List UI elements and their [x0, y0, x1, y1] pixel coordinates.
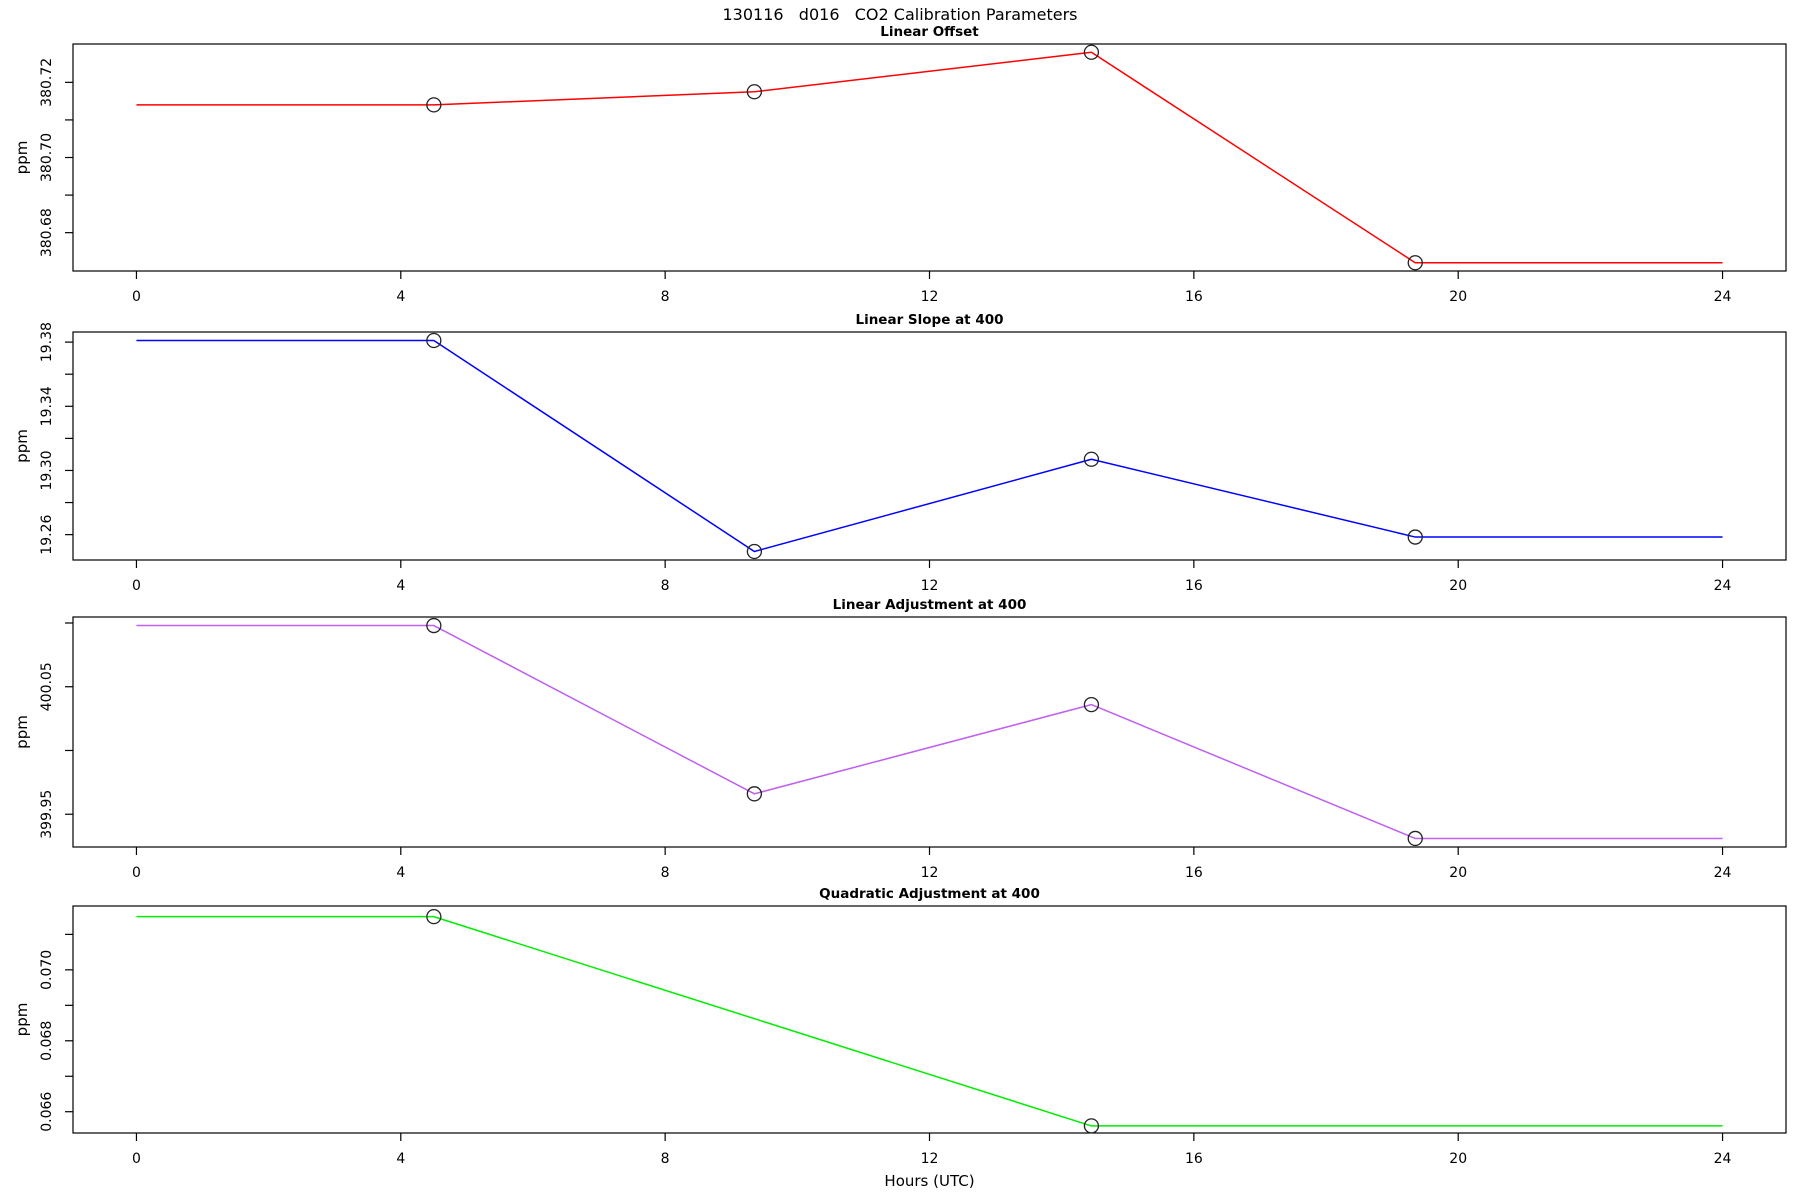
- data-point-marker: [1083, 1118, 1100, 1134]
- x-tick-label: 24: [1714, 578, 1732, 594]
- x-tick-label: 4: [396, 1151, 405, 1167]
- y-tick-label: 0.066: [39, 1092, 55, 1132]
- x-tick-label: 20: [1449, 578, 1467, 594]
- x-tick-label: 12: [921, 865, 939, 881]
- y-tick-label: 19.30: [39, 450, 55, 490]
- x-tick-label: 12: [921, 578, 939, 594]
- data-point-marker: [1083, 696, 1100, 713]
- x-tick-label: 0: [132, 865, 141, 881]
- y-tick-label: 380.70: [39, 133, 55, 182]
- y-axis-label: ppm: [13, 715, 31, 749]
- x-tick-label: 8: [661, 289, 670, 305]
- panel-title: Linear Offset: [880, 24, 979, 40]
- x-tick-label: 4: [396, 865, 405, 881]
- data-point-marker: [426, 908, 442, 925]
- plot-border: [72, 331, 1787, 561]
- x-tick-label: 0: [132, 1151, 141, 1167]
- y-tick-label: 399.95: [39, 790, 55, 839]
- x-axis-title: Hours (UTC): [884, 1172, 975, 1190]
- x-tick-label: 8: [661, 865, 670, 881]
- plot-border: [72, 905, 1787, 1134]
- series-line: [136, 915, 1723, 1127]
- data-point-marker: [1083, 44, 1100, 60]
- x-tick-label: 16: [1185, 865, 1203, 881]
- series-line: [136, 339, 1723, 553]
- panel-title: Linear Adjustment at 400: [833, 597, 1027, 613]
- x-tick-label: 24: [1714, 1151, 1732, 1167]
- y-tick-label: 380.68: [39, 208, 55, 257]
- x-tick-label: 24: [1714, 865, 1732, 881]
- y-axis-label: ppm: [13, 429, 31, 463]
- y-axis-label: ppm: [13, 141, 31, 175]
- x-tick-label: 12: [921, 1151, 939, 1167]
- x-tick-label: 12: [921, 289, 939, 305]
- y-tick-label: 0.070: [39, 950, 55, 990]
- data-point-marker: [426, 617, 442, 634]
- y-axis-label: ppm: [13, 1003, 31, 1037]
- y-tick-label: 0.068: [39, 1021, 55, 1061]
- y-tick-label: 400.05: [39, 662, 55, 711]
- y-tick-label: 19.38: [39, 322, 55, 362]
- series-line: [136, 624, 1723, 840]
- panel-title: Quadratic Adjustment at 400: [819, 886, 1040, 902]
- data-point-marker: [426, 332, 442, 349]
- y-tick-label: 19.34: [39, 386, 55, 426]
- series-line: [136, 51, 1723, 264]
- y-tick-label: 19.26: [39, 515, 55, 555]
- x-tick-label: 4: [396, 289, 405, 305]
- data-point-marker: [1407, 529, 1423, 545]
- data-point-marker: [1083, 451, 1100, 467]
- x-tick-label: 8: [661, 1151, 670, 1167]
- data-point-marker: [746, 84, 763, 100]
- plot-border: [72, 616, 1787, 848]
- data-point-marker: [426, 97, 442, 113]
- x-tick-label: 0: [132, 578, 141, 594]
- plot-border: [72, 43, 1787, 272]
- y-tick-label: 380.72: [39, 58, 55, 107]
- x-tick-label: 16: [1185, 578, 1203, 594]
- x-tick-label: 24: [1714, 289, 1732, 305]
- x-tick-label: 16: [1185, 289, 1203, 305]
- data-point-marker: [1407, 830, 1423, 847]
- data-point-marker: [746, 786, 763, 802]
- data-point-marker: [746, 543, 763, 560]
- x-tick-label: 0: [132, 289, 141, 305]
- x-tick-label: 4: [396, 578, 405, 594]
- x-tick-label: 8: [661, 578, 670, 594]
- x-tick-label: 16: [1185, 1151, 1203, 1167]
- page-title: 130116 d016 CO2 Calibration Parameters: [722, 5, 1078, 24]
- x-tick-label: 20: [1449, 1151, 1467, 1167]
- x-tick-label: 20: [1449, 289, 1467, 305]
- data-point-marker: [1407, 255, 1423, 271]
- panel-title: Linear Slope at 400: [855, 312, 1003, 328]
- x-tick-label: 20: [1449, 865, 1467, 881]
